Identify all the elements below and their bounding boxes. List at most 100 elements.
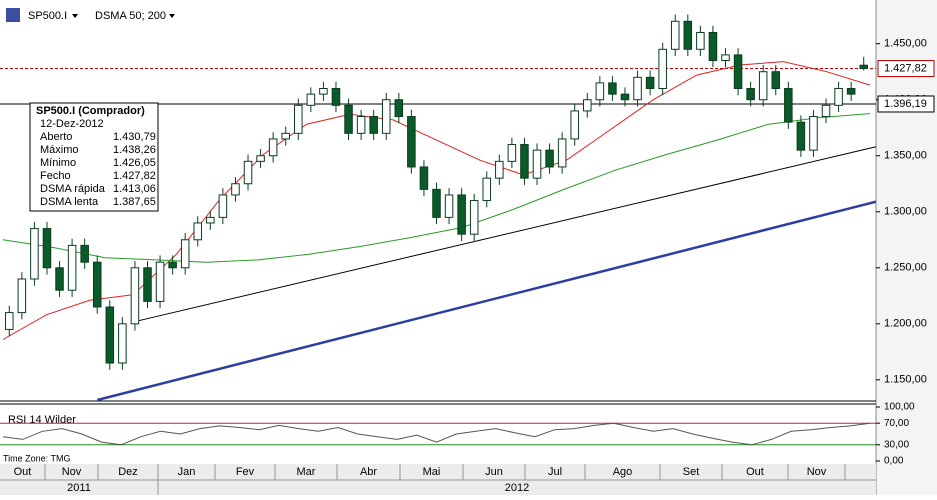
month-label: Abr bbox=[360, 466, 377, 478]
y-tick-label: 100,00 bbox=[884, 402, 915, 413]
candle-body bbox=[319, 88, 328, 95]
candle-body bbox=[796, 121, 806, 151]
candle-body bbox=[419, 166, 429, 190]
price-tag bbox=[877, 60, 935, 78]
info-frame bbox=[29, 102, 159, 212]
month-label: Jul bbox=[548, 466, 562, 478]
candle-body bbox=[595, 82, 605, 101]
candle-body bbox=[520, 144, 529, 179]
candle-body bbox=[407, 116, 416, 168]
rsi-title[interactable]: RSI 14 Wilder bbox=[8, 414, 76, 426]
candle-body bbox=[469, 200, 479, 235]
month-label: Fev bbox=[236, 466, 255, 478]
price-tag bbox=[877, 95, 935, 113]
month-label: Jun bbox=[485, 466, 503, 478]
candle-body bbox=[218, 194, 228, 218]
info-label: DSMA lenta bbox=[40, 196, 99, 208]
candle-body bbox=[256, 155, 265, 162]
info-label: Fecho bbox=[40, 170, 71, 182]
y-tick-label: 1.200,00 bbox=[884, 318, 927, 330]
y-tick-label: 30,00 bbox=[884, 439, 909, 450]
candle-body bbox=[457, 194, 466, 235]
candle-body bbox=[545, 149, 554, 168]
month-label: Out bbox=[14, 466, 32, 478]
candle-body bbox=[155, 261, 165, 302]
candle-body bbox=[30, 228, 39, 280]
month-label: Out bbox=[746, 466, 764, 478]
candle-body bbox=[193, 222, 203, 241]
indicator[interactable]: DSMA 50; 200 bbox=[95, 10, 166, 22]
candle-body bbox=[495, 160, 504, 179]
candle-body bbox=[708, 31, 718, 62]
y-tick-label: 0,00 bbox=[884, 456, 904, 467]
trendline bbox=[134, 146, 877, 323]
candle-body bbox=[344, 104, 353, 134]
candle-body bbox=[394, 99, 404, 118]
year-label: 2011 bbox=[67, 482, 91, 494]
candle-body bbox=[130, 267, 140, 325]
info-value: 1.387,65 bbox=[113, 196, 156, 208]
dropdown[interactable] bbox=[169, 14, 175, 18]
month-label: Dez bbox=[118, 466, 138, 478]
candle-body bbox=[834, 88, 843, 106]
candle-body bbox=[645, 76, 655, 90]
info-label: Máximo bbox=[40, 144, 79, 156]
month-label: Set bbox=[683, 466, 700, 478]
info-value: 1.427,82 bbox=[113, 170, 156, 182]
info-box: SP500.I (Comprador) 12-Dez-2012 Aberto 1.… bbox=[29, 102, 159, 212]
candle-body bbox=[733, 54, 743, 90]
info-label: Mínimo bbox=[40, 157, 76, 169]
candle-body bbox=[331, 88, 341, 106]
candle-body bbox=[118, 323, 127, 364]
month-label: Nov bbox=[807, 466, 827, 478]
y-tick-label: 1.250,00 bbox=[884, 262, 927, 274]
candle-body bbox=[809, 116, 818, 151]
candle-body bbox=[281, 132, 290, 140]
axis-panel bbox=[876, 0, 937, 495]
candle-body bbox=[55, 267, 64, 291]
info-label: Aberto bbox=[40, 131, 72, 143]
candle-body bbox=[771, 71, 781, 90]
candle-body bbox=[105, 306, 115, 364]
year-label: 2012 bbox=[505, 482, 529, 494]
candle-body bbox=[570, 110, 579, 140]
month-label: Nov bbox=[62, 466, 82, 478]
candle-body bbox=[784, 88, 793, 123]
rsi-line bbox=[2, 422, 871, 446]
info-value: 1.426,05 bbox=[113, 157, 156, 169]
candle-body bbox=[67, 244, 77, 291]
candle-body bbox=[696, 31, 705, 50]
candle-body bbox=[268, 138, 278, 157]
dropdown[interactable] bbox=[72, 14, 78, 18]
candle-body bbox=[17, 278, 27, 314]
candle-body bbox=[758, 71, 768, 101]
info-date: 12-Dez-2012 bbox=[40, 118, 104, 130]
candle-body bbox=[633, 76, 642, 101]
candle-body bbox=[670, 20, 680, 50]
price-tag-label: 1.396,19 bbox=[884, 98, 927, 110]
candle-body bbox=[306, 93, 316, 106]
symbol[interactable]: SP500.I bbox=[28, 10, 67, 22]
info-label: DSMA rápida bbox=[40, 183, 106, 195]
y-tick-label: 70,00 bbox=[884, 418, 909, 429]
price-tag-label: 1.427,82 bbox=[884, 62, 927, 74]
candle-body bbox=[608, 82, 617, 95]
candle-body bbox=[583, 99, 592, 112]
candle-body bbox=[369, 116, 378, 134]
trendline bbox=[96, 200, 877, 402]
y-tick-label: 1.350,00 bbox=[884, 150, 927, 162]
symbol-icon bbox=[6, 8, 20, 22]
candle-body bbox=[381, 99, 391, 134]
candle-body bbox=[243, 160, 253, 185]
info-value: 1.438,26 bbox=[113, 144, 156, 156]
month-label: Mar bbox=[297, 466, 316, 478]
candle-body bbox=[356, 116, 366, 134]
y-tick-label: 1.300,00 bbox=[884, 206, 927, 218]
candle-body bbox=[180, 239, 190, 269]
info-value: 1.430,79 bbox=[113, 131, 156, 143]
candle-body bbox=[168, 261, 177, 269]
candle-body bbox=[80, 244, 89, 263]
y-tick-label: 1.450,00 bbox=[884, 38, 927, 50]
